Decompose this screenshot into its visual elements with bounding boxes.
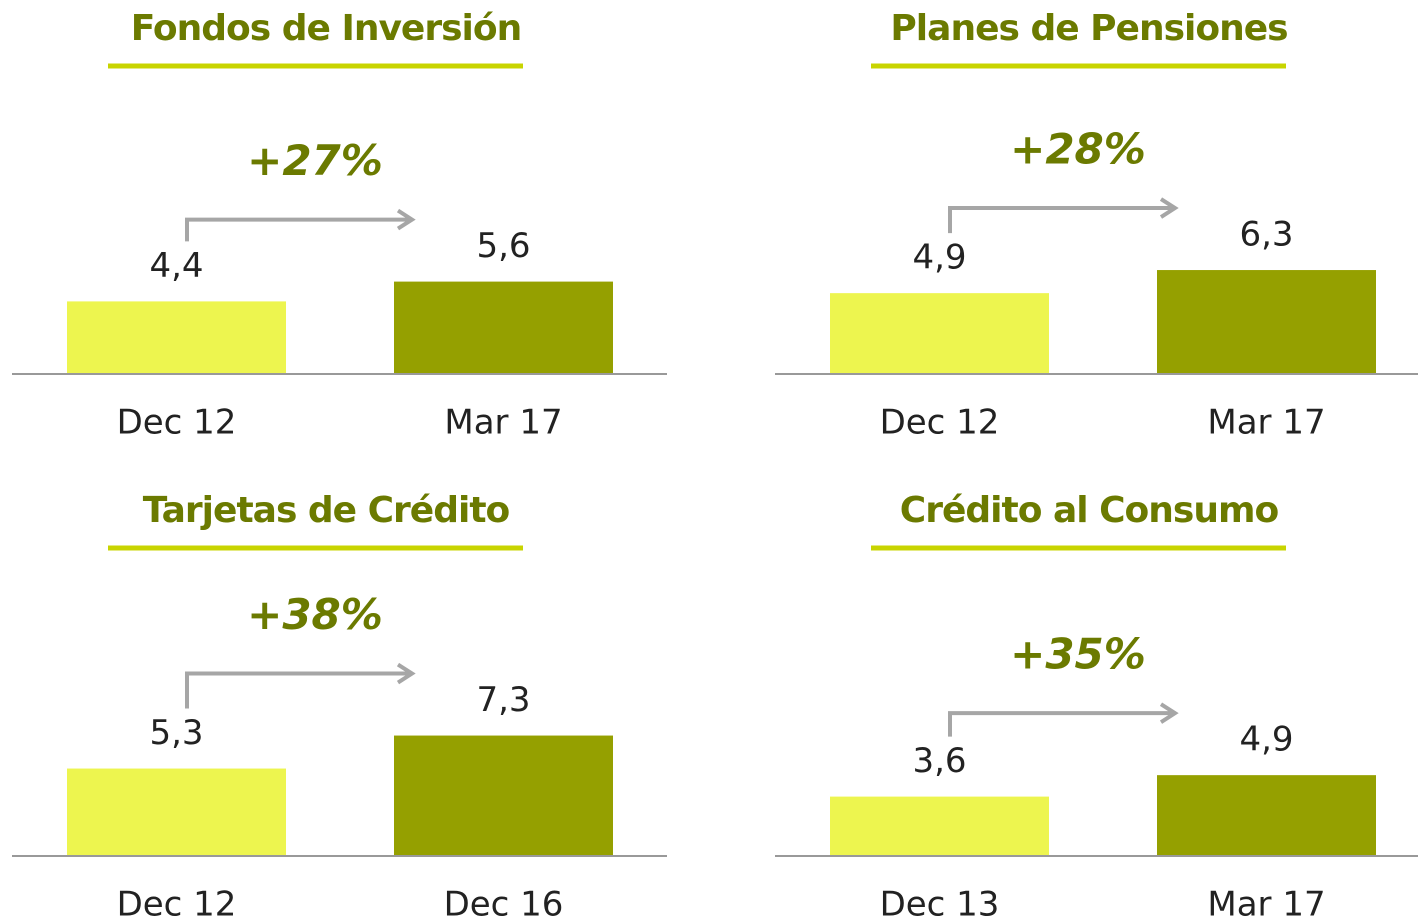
value-label: 4,9 <box>1239 720 1293 760</box>
bar <box>1157 775 1376 856</box>
growth-arrow <box>185 208 416 242</box>
x-tick-label: Dec 13 <box>880 885 1000 923</box>
bar <box>1157 270 1376 374</box>
value-label: 3,6 <box>912 741 966 781</box>
chart-title: Fondos de Inversión <box>131 8 521 49</box>
value-label: 7,3 <box>476 680 530 720</box>
value-label: 5,3 <box>149 713 203 753</box>
growth-annotation: +28% <box>1010 125 1146 174</box>
growth-arrow <box>185 662 416 709</box>
x-tick-label: Dec 12 <box>880 403 1000 443</box>
chart-title: Planes de Pensiones <box>890 8 1287 49</box>
x-tick-label: Mar 17 <box>1207 885 1325 923</box>
bar <box>67 768 286 856</box>
growth-annotation: +27% <box>247 136 383 185</box>
growth-arrow <box>948 702 1179 737</box>
growth-annotation: +38% <box>247 590 383 639</box>
x-tick-label: Mar 17 <box>444 403 562 443</box>
growth-annotation: +35% <box>1010 630 1146 679</box>
value-label: 4,9 <box>912 238 966 278</box>
x-tick-label: Mar 17 <box>1207 403 1325 443</box>
x-tick-label: Dec 12 <box>117 403 237 443</box>
chart-title: Tarjetas de Crédito <box>143 490 510 531</box>
x-tick-label: Dec 12 <box>117 885 237 923</box>
value-label: 5,6 <box>476 226 530 266</box>
bar <box>394 281 613 374</box>
bar <box>67 301 286 374</box>
growth-arrow <box>948 197 1179 234</box>
bar <box>830 293 1049 374</box>
chart-title: Crédito al Consumo <box>900 490 1279 531</box>
value-label: 4,4 <box>149 246 203 286</box>
bar <box>830 796 1049 856</box>
value-label: 6,3 <box>1239 215 1293 255</box>
x-tick-label: Dec 16 <box>444 885 564 923</box>
bar <box>394 735 613 856</box>
